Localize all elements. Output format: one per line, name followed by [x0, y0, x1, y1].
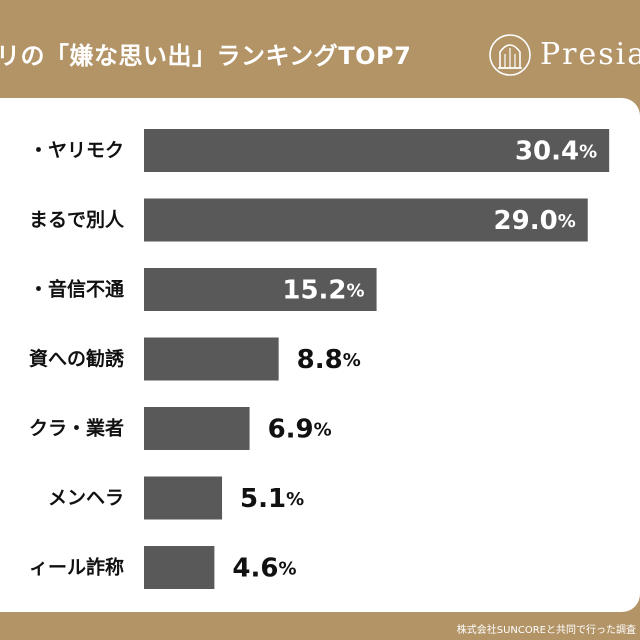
header: リの「嫌な思い出」ランキングTOP7 Presia: [0, 0, 640, 100]
presia-logo: Presia: [488, 32, 640, 82]
arch-emblem-icon: [489, 34, 531, 76]
bar-3: [144, 268, 377, 311]
category-label-4: 資への勧誘: [29, 347, 125, 370]
bar-2: [144, 198, 588, 242]
bar-6: [144, 476, 223, 520]
category-label-7: ィール詐称: [29, 556, 124, 579]
value-label-3: 15.2%: [282, 276, 364, 306]
bar-chart: ・ヤリモク 30.4% まるで別人 29.0% ・音信不通 15.2% 資への勧誘 8.8% ク…: [29, 129, 610, 589]
value-label-4: 8.8%: [297, 345, 361, 375]
category-label-3: ・音信不通: [29, 278, 125, 301]
bar-7: [144, 546, 215, 589]
category-label-6: メンヘラ: [48, 487, 124, 509]
chart-card: ・ヤリモク 30.4% まるで別人 29.0% ・音信不通 15.2% 資への勧誘 8.8% ク…: [0, 98, 640, 612]
bar-5: [144, 407, 250, 450]
chart-title: リの「嫌な思い出」ランキングTOP7: [0, 42, 412, 70]
value-label-5: 6.9%: [268, 415, 332, 445]
value-label-6: 5.1%: [240, 484, 304, 514]
category-label-2: まるで別人: [29, 209, 125, 231]
bar-1: [144, 129, 610, 172]
value-label-7: 4.6%: [232, 554, 296, 584]
value-label-2: 29.0%: [494, 206, 576, 236]
category-label-5: クラ・業者: [29, 417, 124, 440]
logo-text: Presia: [540, 37, 640, 72]
bar-4: [144, 337, 279, 381]
source-note: 株式会社SUNCOREと共同で行った調査: [456, 625, 636, 636]
value-label-1: 30.4%: [515, 137, 597, 167]
category-label-1: ・ヤリモク: [29, 140, 124, 162]
